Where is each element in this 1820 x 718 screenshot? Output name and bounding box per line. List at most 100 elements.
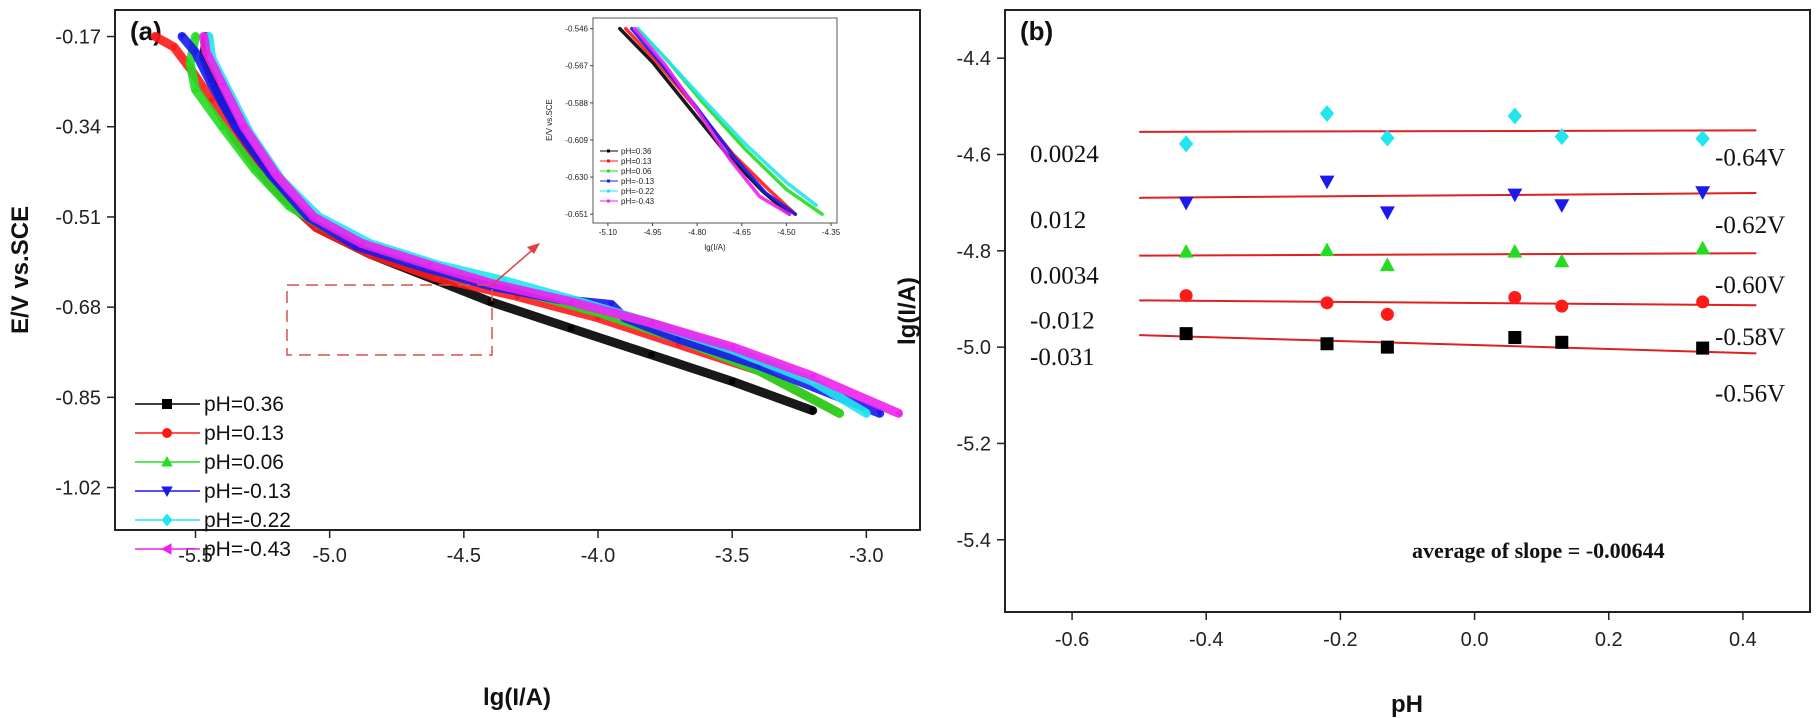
point [251, 165, 258, 172]
panel-a-legend: pH=0.36 pH=0.13 pH=0.06 pH=-0.13 pH=-0.22 pH=… [135, 393, 291, 561]
point [568, 325, 575, 332]
point [809, 407, 816, 414]
inset-chart: -5.10 -4.95 -4.80 -4.65 -4.50 -4.35 -0.546 -0.5… [545, 17, 841, 252]
point [675, 336, 682, 343]
data-point [1380, 340, 1394, 354]
point [500, 276, 508, 285]
y-tick-label: -0.34 [55, 117, 101, 139]
legend-label: pH=0.36 [204, 393, 284, 416]
inset-legend-label: pH=0.13 [621, 157, 652, 166]
x-tick-label: 0.2 [1595, 629, 1623, 651]
inset-legend-label: pH=0.36 [621, 147, 652, 156]
point [863, 409, 870, 418]
point [178, 33, 186, 41]
legend-label: pH=-0.43 [204, 538, 291, 561]
fit-line [1139, 299, 1757, 307]
point [809, 372, 816, 380]
slope-label: -0.031 [1030, 344, 1095, 371]
inset-xlabel: lg(I/A) [704, 243, 726, 252]
point [232, 124, 240, 131]
y-tick-label: -4.4 [957, 48, 991, 70]
data-point [1319, 105, 1335, 122]
fit-line [1139, 129, 1757, 133]
point [728, 343, 735, 351]
data-point [1695, 186, 1711, 200]
zoom-region-box [286, 284, 493, 356]
point [202, 48, 209, 56]
point [487, 279, 494, 287]
legend-label: pH=0.13 [204, 422, 284, 445]
point [186, 59, 194, 66]
panel-b-average-annotation: average of slope = -0.00644 [1412, 538, 1665, 563]
inset-legend-marker [607, 189, 610, 193]
point [648, 351, 655, 358]
data-point [1380, 129, 1395, 147]
potential-label: -0.56V [1715, 380, 1785, 407]
panel-b-annotations: -0.031 -0.56V -0.012 -0.58V 0.0034 -0.60V 0.01… [1030, 141, 1785, 408]
x-tick-label: -0.6 [1055, 629, 1089, 651]
data-point [1320, 296, 1334, 310]
legend-marker [162, 399, 172, 409]
data-point [1507, 243, 1523, 258]
inset-curve-pH=-0.22 [635, 26, 818, 208]
x-tick-label: -5.5 [178, 545, 212, 567]
y-tick-label: -0.68 [55, 297, 101, 319]
point [208, 81, 216, 88]
x-tick-label: -3.5 [715, 545, 749, 567]
panel-b-fit-lines [1139, 129, 1757, 355]
panel-a-plot-frame [114, 9, 921, 531]
point [836, 409, 843, 416]
point [894, 409, 902, 417]
slope-label: 0.0034 [1030, 263, 1099, 290]
point [199, 33, 207, 40]
legend-marker [162, 428, 172, 438]
inset-x-tick-label: -4.50 [777, 228, 796, 237]
point [729, 378, 736, 385]
inset-data [618, 26, 824, 216]
data-point [1696, 295, 1710, 309]
zoom-arrow [491, 245, 538, 286]
point [876, 410, 884, 417]
panel-a-data [150, 32, 903, 418]
inset-legend-marker [607, 169, 610, 173]
y-tick-label: -4.6 [957, 144, 991, 166]
data-point [1179, 327, 1193, 341]
x-tick-label: -0.4 [1189, 629, 1223, 651]
y-tick-label: -0.51 [55, 207, 101, 229]
y-tick-label: -4.8 [957, 241, 991, 263]
panel-a: (a) -5.5 -5.0 -4.5 -4.0 -3.5 -3.0-0.17-0.34-0… [7, 9, 921, 711]
point [755, 367, 763, 374]
data-point [1695, 130, 1710, 148]
point [171, 44, 178, 51]
inset-legend-label: pH=-0.13 [621, 177, 655, 186]
inset-x-tick-label: -4.95 [643, 228, 662, 237]
inset-x-tick-label: -4.80 [688, 228, 707, 237]
data-point [1696, 341, 1710, 355]
inset-y-tick-label: -0.630 [565, 173, 588, 182]
legend-label: pH=0.06 [204, 451, 284, 474]
fit-line [1139, 252, 1757, 257]
series-pH=-0.43 [199, 32, 903, 418]
x-tick-label: 0.4 [1729, 629, 1757, 651]
point [240, 123, 247, 131]
point [309, 213, 317, 221]
point [192, 85, 199, 93]
x-tick-label: -3.0 [849, 545, 883, 567]
inset-legend-marker [607, 199, 610, 203]
curve-pH=-0.43 [199, 32, 903, 418]
zoom-arrow-head [527, 243, 540, 254]
legend-marker [161, 456, 173, 467]
point [152, 33, 159, 40]
legend-label: pH=-0.13 [204, 480, 291, 503]
data-point [1554, 128, 1569, 146]
slope-label: 0.0024 [1030, 141, 1099, 168]
inset-y-tick-label: -0.651 [565, 210, 588, 219]
point [425, 261, 432, 269]
point [434, 274, 440, 281]
point [607, 301, 615, 309]
y-tick-label: -5.4 [957, 530, 991, 552]
data-point [1554, 199, 1570, 213]
data-point [1554, 253, 1570, 268]
inset-legend-label: pH=-0.43 [621, 197, 655, 206]
x-tick-label: -4.0 [581, 545, 615, 567]
